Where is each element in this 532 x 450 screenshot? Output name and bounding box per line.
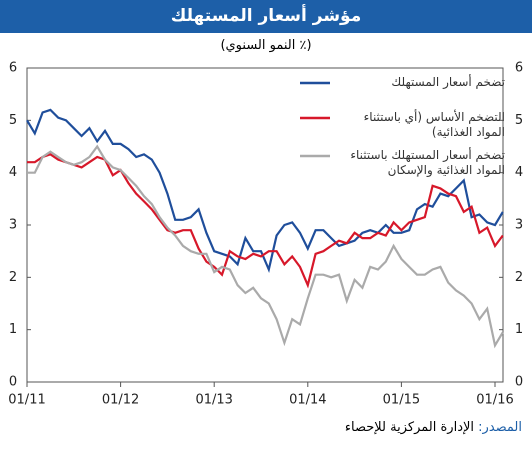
source: المصدر: الإدارة المركزية للإحصاء xyxy=(345,420,522,435)
x-tick-label: 01/14 xyxy=(289,393,326,408)
x-tick-label: 01/15 xyxy=(383,393,420,408)
y2-tick-label: 5 xyxy=(515,113,523,128)
series-line xyxy=(27,144,504,349)
legend-label: تضخم أسعار المستهلك باستثناء المواد الغذ… xyxy=(350,148,505,177)
y-tick-label: 6 xyxy=(9,61,17,76)
y2-tick-label: 6 xyxy=(515,61,523,76)
y2-tick-label: 2 xyxy=(515,270,523,285)
legend-label: تضخم أسعار المستهلك xyxy=(391,75,505,89)
source-label: المصدر: xyxy=(478,420,522,435)
chart-title: مؤشر أسعار المستهلك xyxy=(0,0,532,33)
chart-subtitle: (٪ النمو السنوي) xyxy=(220,38,312,53)
legend-label: التضخم الأساس (أي باستثناء المواد الغذائ… xyxy=(363,110,505,139)
series-line xyxy=(26,108,504,274)
y2-tick-label: 0 xyxy=(515,375,523,390)
y-tick-label: 2 xyxy=(9,270,17,285)
source-text: الإدارة المركزية للإحصاء xyxy=(344,420,475,435)
y-tick-label: 4 xyxy=(9,165,17,180)
y2-tick-label: 3 xyxy=(515,218,523,233)
y2-tick-label: 1 xyxy=(515,322,523,337)
y2-tick-label: 4 xyxy=(515,165,523,180)
y-tick-label: 0 xyxy=(9,375,17,390)
x-tick-label: 01/11 xyxy=(8,393,45,408)
x-tick-label: 01/16 xyxy=(476,393,513,408)
y-tick-label: 5 xyxy=(9,113,17,128)
x-tick-label: 01/12 xyxy=(102,393,139,408)
y-tick-label: 1 xyxy=(9,322,17,337)
x-tick-label: 01/13 xyxy=(195,393,232,408)
y-tick-label: 3 xyxy=(9,218,17,233)
